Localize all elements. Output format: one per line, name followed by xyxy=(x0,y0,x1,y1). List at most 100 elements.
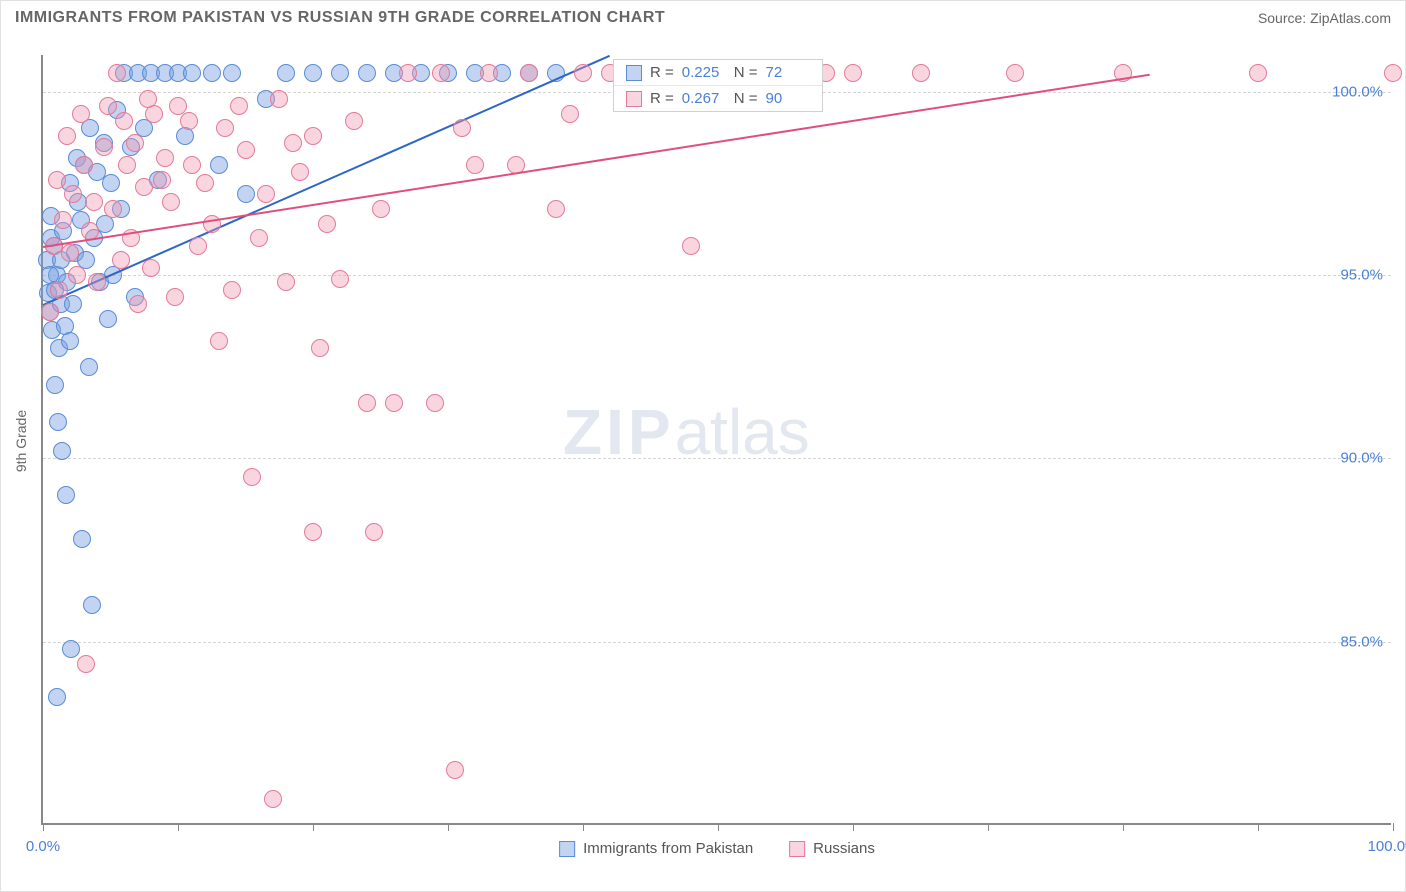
scatter-point xyxy=(203,64,221,82)
scatter-point xyxy=(54,211,72,229)
y-tick-label: 95.0% xyxy=(1340,267,1383,284)
scatter-point xyxy=(183,64,201,82)
scatter-point xyxy=(135,178,153,196)
scatter-point xyxy=(95,138,113,156)
legend-row: R =0.267N =90 xyxy=(614,86,822,111)
scatter-point xyxy=(372,200,390,218)
scatter-point xyxy=(345,112,363,130)
scatter-point xyxy=(520,64,538,82)
scatter-point xyxy=(291,163,309,181)
gridline xyxy=(43,642,1391,643)
legend-swatch xyxy=(626,65,642,81)
legend-item: Immigrants from Pakistan xyxy=(559,840,753,857)
scatter-point xyxy=(139,90,157,108)
scatter-point xyxy=(49,413,67,431)
scatter-point xyxy=(153,171,171,189)
scatter-point xyxy=(126,134,144,152)
x-tick xyxy=(448,823,449,831)
scatter-point xyxy=(115,112,133,130)
source-label: Source: ZipAtlas.com xyxy=(1258,10,1391,26)
scatter-point xyxy=(156,149,174,167)
scatter-point xyxy=(466,156,484,174)
scatter-point xyxy=(48,171,66,189)
legend-item-label: Russians xyxy=(813,840,875,857)
scatter-point xyxy=(46,376,64,394)
scatter-point xyxy=(129,295,147,313)
scatter-point xyxy=(64,185,82,203)
scatter-point xyxy=(85,193,103,211)
scatter-point xyxy=(574,64,592,82)
scatter-point xyxy=(311,339,329,357)
scatter-point xyxy=(108,64,126,82)
scatter-point xyxy=(99,97,117,115)
x-tick xyxy=(718,823,719,831)
x-tick xyxy=(178,823,179,831)
scatter-point xyxy=(358,64,376,82)
scatter-point xyxy=(358,394,376,412)
scatter-point xyxy=(83,596,101,614)
scatter-point xyxy=(1384,64,1402,82)
scatter-point xyxy=(446,761,464,779)
scatter-point xyxy=(243,468,261,486)
legend-n-label: N = xyxy=(734,64,758,81)
legend-n-label: N = xyxy=(734,90,758,107)
scatter-point xyxy=(183,156,201,174)
scatter-point xyxy=(257,185,275,203)
scatter-point xyxy=(62,640,80,658)
scatter-point xyxy=(223,64,241,82)
legend-r-value: 0.225 xyxy=(682,64,726,81)
x-tick xyxy=(988,823,989,831)
y-tick-label: 85.0% xyxy=(1340,633,1383,650)
x-tick xyxy=(1258,823,1259,831)
legend-series: Immigrants from Pakistan Russians xyxy=(559,840,875,857)
scatter-point xyxy=(80,358,98,376)
scatter-point xyxy=(88,273,106,291)
scatter-point xyxy=(264,790,282,808)
scatter-point xyxy=(453,119,471,137)
scatter-point xyxy=(250,229,268,247)
scatter-point xyxy=(480,64,498,82)
scatter-point xyxy=(57,486,75,504)
scatter-point xyxy=(61,332,79,350)
scatter-point xyxy=(64,295,82,313)
scatter-point xyxy=(304,127,322,145)
x-tick xyxy=(43,823,44,831)
scatter-point xyxy=(284,134,302,152)
scatter-point xyxy=(58,127,76,145)
scatter-point xyxy=(73,530,91,548)
scatter-point xyxy=(180,112,198,130)
scatter-point xyxy=(426,394,444,412)
scatter-point xyxy=(844,64,862,82)
scatter-point xyxy=(53,442,71,460)
scatter-point xyxy=(304,64,322,82)
scatter-point xyxy=(77,655,95,673)
legend-row: R =0.225N =72 xyxy=(614,60,822,86)
scatter-point xyxy=(142,259,160,277)
scatter-point xyxy=(561,105,579,123)
y-tick-label: 100.0% xyxy=(1332,83,1383,100)
scatter-point xyxy=(682,237,700,255)
legend-r-label: R = xyxy=(650,90,674,107)
scatter-point xyxy=(270,90,288,108)
scatter-point xyxy=(365,523,383,541)
scatter-point xyxy=(41,303,59,321)
watermark-atlas: atlas xyxy=(675,396,810,468)
scatter-point xyxy=(112,251,130,269)
scatter-point xyxy=(196,174,214,192)
scatter-point xyxy=(104,200,122,218)
scatter-point xyxy=(547,200,565,218)
y-tick-label: 90.0% xyxy=(1340,450,1383,467)
scatter-point xyxy=(331,64,349,82)
scatter-point xyxy=(189,237,207,255)
scatter-point xyxy=(48,688,66,706)
x-tick-label: 100.0% xyxy=(1368,838,1406,855)
x-tick xyxy=(1393,823,1394,831)
legend-correlation: R =0.225N =72R =0.267N =90 xyxy=(613,59,823,112)
y-axis-title: 9th Grade xyxy=(13,410,29,472)
scatter-point xyxy=(102,174,120,192)
trend-line xyxy=(43,73,1150,247)
x-tick xyxy=(583,823,584,831)
gridline xyxy=(43,275,1391,276)
scatter-point xyxy=(277,273,295,291)
legend-n-value: 90 xyxy=(766,90,810,107)
